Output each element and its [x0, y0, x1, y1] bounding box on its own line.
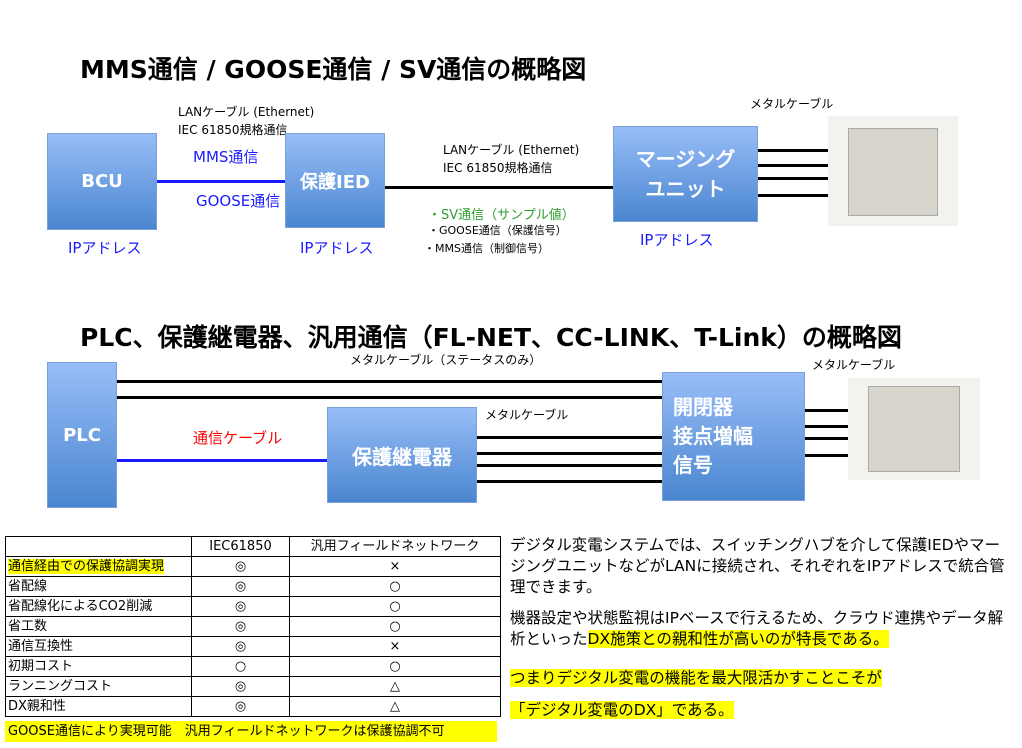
table-row: 通信経由での保護協調実現 ◎ × [5, 556, 501, 577]
metal-cable [477, 436, 662, 439]
diagram2-title: PLC、保護継電器、汎用通信（FL-NET、CC-LINK、T-Link）の概略… [80, 323, 902, 352]
sw-label: 信号 [673, 453, 713, 477]
metal-cable [758, 149, 828, 152]
metal-status-label: メタルケーブル（ステータスのみ） [350, 353, 542, 367]
ip-label: IPアドレス [300, 239, 374, 257]
merging-unit-box: マージング ユニット [613, 126, 758, 222]
switch-amp-box: 開閉器 接点増幅 信号 [662, 372, 805, 501]
table-row: DX親和性 ◎ △ [5, 696, 501, 717]
table-cell: ◎ [191, 696, 290, 717]
paragraph-1: デジタル変電システムでは、スイッチングハブを介して保護IEDやマージングユニット… [510, 536, 1005, 596]
comm-cable [117, 459, 327, 462]
table-cell: ○ [289, 576, 501, 597]
table-row: 初期コスト ○ ○ [5, 656, 501, 677]
metal-cable-label: メタルケーブル [485, 408, 569, 422]
header-cell [5, 536, 192, 557]
table-footer-note: GOOSE通信により実現可能 汎用フィールドネットワークは保護協調不可 [5, 721, 497, 742]
bcu-label: BCU [81, 171, 123, 192]
metal-cable [805, 409, 848, 412]
comparison-table: IEC61850 汎用フィールドネットワーク 通信経由での保護協調実現 ◎ × 省配線… [5, 536, 501, 717]
plc-box: PLC [47, 362, 117, 508]
table-cell: 通信互換性 [5, 636, 192, 657]
highlight-text: つまりデジタル変電の機能を最大限活かすことこそが [510, 669, 882, 687]
ip-label: IPアドレス [640, 231, 714, 249]
mu-label: マージング [635, 147, 736, 171]
mu-label: ユニット [645, 177, 726, 201]
diagram1-title: MMS通信 / GOOSE通信 / SV通信の概略図 [80, 55, 587, 84]
table-cell: ○ [289, 616, 501, 637]
highlight-text: 通信経由での保護協調実現 [8, 559, 165, 574]
table-cell: ◎ [191, 576, 290, 597]
ip-label: IPアドレス [68, 239, 142, 257]
ied-label: 保護IED [300, 171, 370, 193]
metal-cable-label: メタルケーブル [812, 358, 896, 372]
lan-cable [385, 186, 613, 189]
lan-cable-blue [157, 180, 285, 183]
table-cell: × [289, 636, 501, 657]
metal-cable [117, 380, 662, 383]
table-cell: DX親和性 [5, 696, 192, 717]
ied-box: 保護IED [285, 133, 385, 228]
header-cell: 汎用フィールドネットワーク [289, 536, 501, 557]
metal-cable [805, 437, 848, 440]
table-cell: ○ [191, 656, 290, 677]
metal-cable [477, 452, 662, 455]
metal-cable [758, 177, 828, 180]
table-row: ランニングコスト ◎ △ [5, 676, 501, 697]
mms-label: MMS通信 [193, 148, 259, 166]
metal-cable [477, 480, 662, 483]
table-cell: △ [289, 676, 501, 697]
paragraph-2-text: 機器設定や状態監視はIPベースで行えるため、クラウド連携やデータ解析といった [510, 609, 1004, 648]
metal-cable [805, 425, 848, 428]
switchgear-image [828, 116, 958, 226]
metal-cable [117, 396, 662, 399]
table-cell: ◎ [191, 616, 290, 637]
table-cell: △ [289, 696, 501, 717]
comm-cable-label: 通信ケーブル [193, 429, 283, 447]
relay-label: 保護継電器 [352, 444, 452, 469]
table-row: 省配線化によるCO2削減 ◎ ○ [5, 596, 501, 617]
table-cell: 通信経由での保護協調実現 [5, 556, 192, 577]
plc-label: PLC [63, 424, 101, 446]
metal-cable [805, 454, 848, 457]
table-row: 省工数 ◎ ○ [5, 616, 501, 637]
sw-label: 開閉器 [673, 395, 733, 419]
table-row: 省配線 ◎ ○ [5, 576, 501, 597]
table-header: IEC61850 汎用フィールドネットワーク [5, 536, 501, 557]
table-cell: ○ [289, 656, 501, 677]
lan-label: LANケーブル (Ethernet) [178, 105, 315, 119]
switchgear-image [848, 378, 980, 480]
table-cell: ○ [289, 596, 501, 617]
goose-label: GOOSE通信 [196, 192, 281, 210]
metal-cable-label: メタルケーブル [750, 97, 834, 111]
metal-cable [477, 464, 662, 467]
table-cell: 初期コスト [5, 656, 192, 677]
lan-label: LANケーブル (Ethernet) [443, 143, 580, 157]
bcu-box: BCU [47, 133, 157, 230]
relay-box: 保護継電器 [327, 407, 477, 503]
table-cell: ◎ [191, 676, 290, 697]
table-cell: ランニングコスト [5, 676, 192, 697]
table-row: 通信互換性 ◎ × [5, 636, 501, 657]
metal-cable [758, 164, 828, 167]
table-cell: 省配線 [5, 576, 192, 597]
highlight-text: DX施策との親和性が高いのが特長である。 [587, 630, 889, 648]
highlight-text: 「デジタル変電のDX」である。 [510, 701, 734, 719]
iec-label: IEC 61850規格通信 [178, 123, 288, 137]
table-cell: ◎ [191, 596, 290, 617]
table-cell: × [289, 556, 501, 577]
table-cell: 省配線化によるCO2削減 [5, 596, 192, 617]
iec-label: IEC 61850規格通信 [443, 161, 553, 175]
paragraph-2: 機器設定や状態監視はIPベースで行えるため、クラウド連携やデータ解析といったDX… [510, 608, 1015, 650]
table-cell: 省工数 [5, 616, 192, 637]
sv-label: ・SV通信（サンプル値） [428, 208, 575, 223]
table-cell: ◎ [191, 636, 290, 657]
mms-signal-label: ・MMS通信（制御信号） [424, 242, 549, 255]
goose-signal-label: ・GOOSE通信（保護信号） [428, 224, 567, 237]
sw-label: 接点増幅 [673, 424, 753, 448]
metal-cable [758, 194, 828, 197]
header-cell: IEC61850 [191, 536, 290, 557]
table-cell: ◎ [191, 556, 290, 577]
